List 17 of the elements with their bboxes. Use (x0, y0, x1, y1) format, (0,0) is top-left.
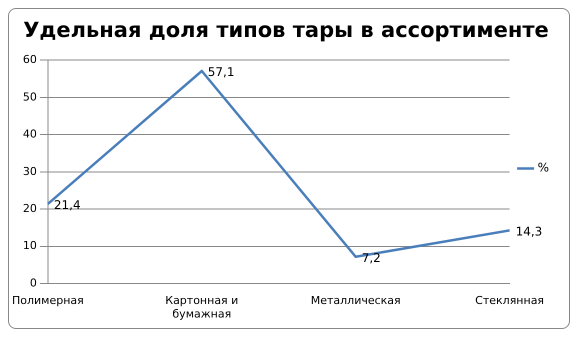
data-label: 21,4 (54, 198, 81, 212)
y-tick-label: 10 (22, 239, 37, 252)
y-tick-label: 20 (22, 202, 37, 215)
x-tick-label: Стеклянная (475, 294, 544, 308)
x-tick-label: Картонная и бумажная (165, 294, 238, 320)
x-tick-label: Металлическая (310, 294, 401, 308)
data-label: 14,3 (516, 224, 542, 238)
y-tick-label: 50 (22, 90, 37, 104)
data-label: 57,1 (208, 65, 235, 80)
data-label: 7,2 (362, 250, 381, 265)
y-tick-label: 30 (22, 164, 37, 178)
legend-label: % (538, 160, 550, 175)
y-tick-label: 60 (22, 53, 37, 66)
x-tick-label: Полимерная (12, 294, 84, 308)
y-tick-label: 0 (30, 276, 37, 290)
chart-title: Удельная доля типов тары в ассортименте (23, 18, 549, 42)
y-tick-label: 40 (22, 128, 37, 141)
